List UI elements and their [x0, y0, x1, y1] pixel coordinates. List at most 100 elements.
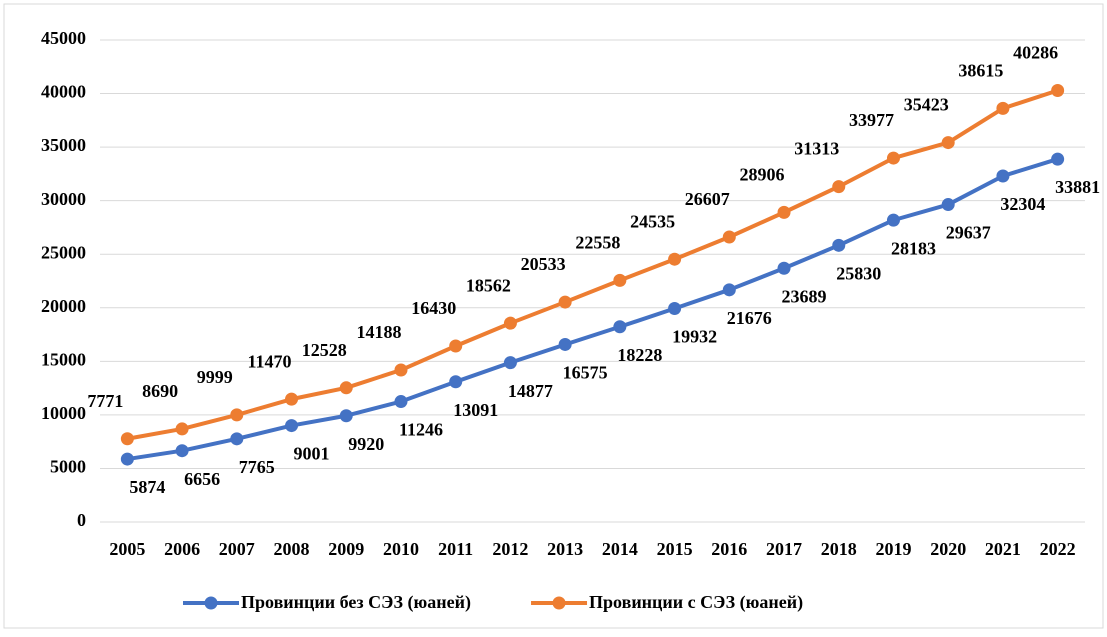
y-tick-label: 0 [77, 510, 86, 530]
point [449, 375, 463, 389]
point [503, 316, 517, 330]
y-tick-label: 20000 [41, 296, 86, 316]
point [120, 452, 134, 466]
data-label: 9001 [294, 444, 330, 464]
point [230, 408, 244, 422]
point [722, 283, 736, 297]
point [1051, 152, 1065, 166]
data-label: 7771 [87, 391, 123, 411]
point [722, 230, 736, 244]
point [613, 320, 627, 334]
point [449, 339, 463, 353]
data-label: 11470 [248, 351, 292, 371]
x-tick-label: 2005 [109, 539, 145, 559]
x-tick-label: 2008 [274, 539, 310, 559]
point [668, 302, 682, 316]
y-tick-label: 5000 [50, 457, 86, 477]
y-tick-label: 10000 [41, 403, 86, 423]
point [285, 392, 299, 406]
x-tick-label: 2017 [766, 539, 802, 559]
point [996, 101, 1010, 115]
data-label: 35423 [904, 95, 949, 115]
data-label: 16575 [563, 363, 608, 383]
x-tick-label: 2009 [328, 539, 364, 559]
point [941, 198, 955, 212]
legend-marker [552, 596, 566, 610]
x-tick-label: 2016 [711, 539, 747, 559]
point [886, 213, 900, 227]
data-label: 28183 [891, 238, 936, 258]
x-tick-label: 2019 [875, 539, 911, 559]
point [120, 432, 134, 446]
data-label: 25830 [836, 263, 881, 283]
point [613, 273, 627, 287]
data-label: 18228 [617, 345, 662, 365]
data-label: 6656 [184, 469, 220, 489]
x-tick-label: 2010 [383, 539, 419, 559]
y-tick-label: 35000 [41, 135, 86, 155]
point [339, 381, 353, 395]
data-label: 20533 [521, 254, 566, 274]
data-label: 18562 [466, 275, 511, 295]
point [558, 337, 572, 351]
legend-label: Провинции без СЭЗ (юаней) [241, 592, 471, 613]
point [503, 356, 517, 370]
point [175, 422, 189, 436]
y-tick-label: 30000 [41, 189, 86, 209]
data-label: 38615 [958, 61, 1003, 81]
chart-border [3, 3, 1104, 629]
data-label: 23689 [782, 286, 827, 306]
data-label: 32304 [1000, 194, 1045, 214]
data-label: 5874 [129, 477, 165, 497]
point [777, 261, 791, 275]
point [886, 151, 900, 165]
x-tick-label: 2013 [547, 539, 583, 559]
x-tick-label: 2021 [985, 539, 1021, 559]
point [230, 432, 244, 446]
x-tick-label: 2020 [930, 539, 966, 559]
data-label: 7765 [239, 457, 275, 477]
x-tick-label: 2007 [219, 539, 255, 559]
x-tick-label: 2012 [492, 539, 528, 559]
point [394, 363, 408, 377]
x-tick-label: 2006 [164, 539, 200, 559]
point [996, 169, 1010, 183]
data-label: 14877 [508, 381, 553, 401]
point [175, 444, 189, 458]
y-tick-label: 40000 [41, 82, 86, 102]
data-label: 26607 [685, 189, 730, 209]
series-line [127, 88, 1059, 441]
data-label: 31313 [794, 139, 839, 159]
data-label: 16430 [411, 298, 456, 318]
x-tick-label: 2022 [1040, 539, 1076, 559]
point [1051, 83, 1065, 97]
data-label: 29637 [946, 223, 991, 243]
point [777, 205, 791, 219]
point [285, 419, 299, 433]
x-tick-label: 2018 [821, 539, 857, 559]
x-tick-label: 2014 [602, 539, 638, 559]
y-tick-label: 45000 [41, 28, 86, 48]
point [832, 238, 846, 252]
data-label: 24535 [630, 211, 675, 231]
data-label: 9999 [197, 367, 233, 387]
series-line [127, 157, 1059, 462]
point [394, 395, 408, 409]
y-tick-label: 25000 [41, 242, 86, 262]
data-label: 19932 [672, 327, 717, 347]
data-label: 9920 [348, 434, 384, 454]
data-label: 40286 [1013, 43, 1058, 63]
data-label: 14188 [356, 322, 401, 342]
point [339, 409, 353, 423]
x-tick-label: 2011 [438, 539, 473, 559]
point [832, 180, 846, 194]
point [558, 295, 572, 309]
y-tick-label: 15000 [41, 349, 86, 369]
legend-marker [204, 596, 218, 610]
data-label: 33881 [1055, 177, 1100, 197]
data-label: 28906 [740, 165, 785, 185]
data-label: 12528 [302, 340, 347, 360]
data-label: 22558 [575, 233, 620, 253]
point [941, 136, 955, 150]
